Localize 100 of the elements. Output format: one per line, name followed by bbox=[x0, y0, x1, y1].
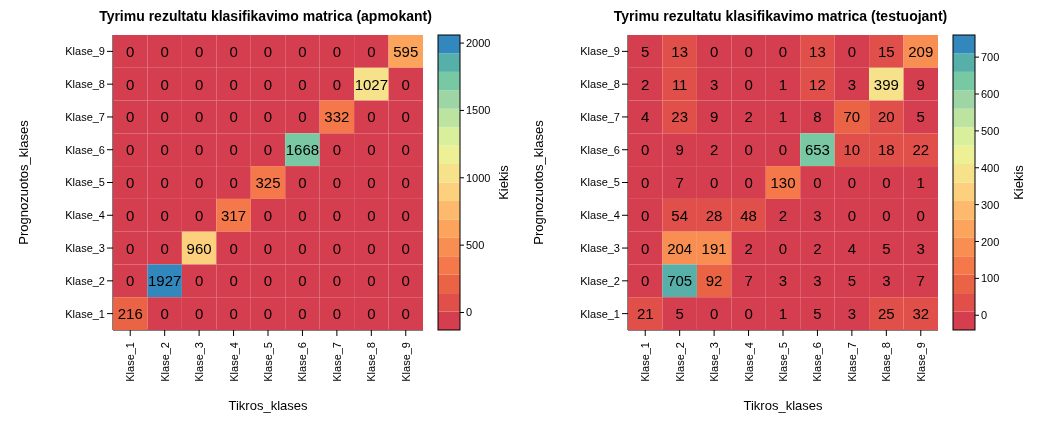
data-label: 0 bbox=[367, 174, 376, 191]
data-label: 0 bbox=[401, 141, 410, 159]
x-tick-label: Klase_6 bbox=[296, 342, 309, 382]
y-axis-title: Prognozuotos_klases bbox=[530, 119, 546, 245]
color-bar-label: 200 bbox=[981, 235, 1000, 248]
data-label: 0 bbox=[744, 305, 753, 323]
y-tick-label: Klase_7 bbox=[65, 110, 105, 123]
data-label: 0 bbox=[194, 272, 204, 290]
y-axis-title: Prognozuotos_klases bbox=[15, 119, 31, 245]
x-tick-label: Klase_2 bbox=[158, 342, 171, 382]
data-label: 0 bbox=[298, 272, 307, 290]
data-label: 325 bbox=[255, 174, 281, 191]
x-tick-label: Klase_5 bbox=[777, 342, 789, 382]
data-label: 0 bbox=[298, 75, 307, 93]
data-label: 1668 bbox=[285, 141, 320, 159]
data-label: 5 bbox=[916, 108, 925, 126]
data-label: 0 bbox=[367, 141, 376, 159]
data-label: 2 bbox=[744, 108, 753, 126]
data-label: 0 bbox=[641, 174, 650, 191]
data-label: 0 bbox=[160, 206, 169, 224]
y-tick-label: Klase_4 bbox=[580, 209, 620, 222]
data-label: 9 bbox=[916, 75, 925, 93]
data-label: 48 bbox=[740, 206, 757, 224]
data-label: 5 bbox=[813, 305, 822, 323]
y-tick-label: Klase_1 bbox=[580, 307, 620, 320]
data-label: 0 bbox=[847, 42, 857, 60]
data-label: 0 bbox=[332, 239, 342, 257]
data-label: 0 bbox=[298, 42, 307, 60]
data-label: 0 bbox=[298, 239, 307, 257]
data-label: 0 bbox=[778, 141, 788, 159]
x-tick-label: Klase_9 bbox=[914, 342, 927, 382]
color-bar-label: 500 bbox=[981, 124, 1000, 137]
y-tick-label: Klase_3 bbox=[580, 241, 620, 254]
data-label: 0 bbox=[744, 75, 753, 93]
x-tick-label: Klase_7 bbox=[845, 342, 858, 382]
data-label: 0 bbox=[263, 305, 273, 323]
data-label: 1 bbox=[778, 75, 788, 93]
data-label: 2 bbox=[778, 206, 788, 224]
y-tick-label: Klase_8 bbox=[65, 78, 105, 91]
data-label: 5 bbox=[675, 305, 684, 323]
data-label: 21 bbox=[636, 305, 654, 323]
color-bar-label: 0 bbox=[466, 306, 473, 319]
data-label: 0 bbox=[194, 75, 204, 93]
data-label: 332 bbox=[324, 108, 350, 126]
data-label: 0 bbox=[298, 206, 307, 224]
color-bar-label: 600 bbox=[981, 88, 1000, 100]
data-label: 0 bbox=[709, 174, 719, 191]
data-label: 7 bbox=[916, 272, 925, 290]
y-tick-label: Klase_5 bbox=[580, 176, 620, 189]
color-bar-label: 1000 bbox=[466, 171, 491, 184]
data-label: 0 bbox=[401, 272, 410, 290]
data-label: 0 bbox=[367, 42, 376, 60]
data-label: 0 bbox=[229, 141, 238, 159]
data-label: 11 bbox=[671, 75, 688, 93]
data-label: 0 bbox=[332, 174, 342, 191]
x-tick-label: Klase_8 bbox=[365, 342, 378, 382]
data-label: 1 bbox=[916, 174, 925, 191]
data-label: 15 bbox=[877, 42, 895, 60]
data-label: 960 bbox=[186, 239, 212, 257]
color-bar-label: 100 bbox=[981, 272, 1000, 285]
color-bar-label: 2000 bbox=[466, 37, 491, 50]
data-label: 399 bbox=[873, 75, 899, 93]
data-label: 0 bbox=[401, 75, 410, 93]
data-label: 0 bbox=[401, 239, 410, 257]
data-label: 0 bbox=[126, 206, 135, 224]
color-bar-title: Kiekis bbox=[1011, 164, 1026, 200]
data-label: 13 bbox=[809, 42, 826, 60]
data-label: 9 bbox=[709, 108, 719, 126]
data-label: 0 bbox=[709, 42, 719, 60]
y-tick-label: Klase_4 bbox=[65, 209, 105, 222]
y-tick-label: Klase_1 bbox=[65, 307, 105, 320]
data-label: 0 bbox=[160, 239, 169, 257]
data-label: 595 bbox=[393, 42, 419, 60]
data-label: 2 bbox=[744, 239, 753, 257]
data-label: 25 bbox=[877, 305, 895, 323]
data-label: 0 bbox=[916, 206, 925, 224]
data-label: 28 bbox=[705, 206, 723, 224]
x-tick-label: Klase_1 bbox=[639, 342, 652, 382]
data-label: 1 bbox=[778, 305, 788, 323]
y-tick-label: Klase_2 bbox=[65, 274, 105, 287]
color-bar-label: 0 bbox=[981, 309, 988, 322]
data-label: 10 bbox=[843, 141, 861, 159]
data-label: 0 bbox=[367, 108, 376, 126]
data-label: 0 bbox=[126, 272, 135, 290]
data-label: 0 bbox=[332, 42, 342, 60]
y-tick-label: Klase_8 bbox=[580, 78, 620, 91]
data-label: 0 bbox=[367, 239, 376, 257]
data-label: 0 bbox=[229, 239, 238, 257]
y-tick-label: Klase_6 bbox=[580, 143, 620, 156]
data-label: 3 bbox=[847, 75, 857, 93]
y-tick-label: Klase_2 bbox=[580, 274, 620, 287]
data-label: 0 bbox=[332, 305, 342, 323]
data-label: 0 bbox=[229, 305, 238, 323]
data-label: 23 bbox=[671, 108, 689, 126]
data-label: 54 bbox=[671, 206, 689, 224]
data-label: 2 bbox=[709, 141, 719, 159]
x-axis-title: Tikros_klases bbox=[743, 398, 823, 413]
data-label: 92 bbox=[705, 272, 723, 290]
data-label: 0 bbox=[160, 141, 169, 159]
data-label: 3 bbox=[847, 305, 857, 323]
